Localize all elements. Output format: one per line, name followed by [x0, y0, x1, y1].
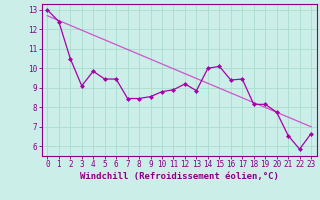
X-axis label: Windchill (Refroidissement éolien,°C): Windchill (Refroidissement éolien,°C) — [80, 172, 279, 181]
